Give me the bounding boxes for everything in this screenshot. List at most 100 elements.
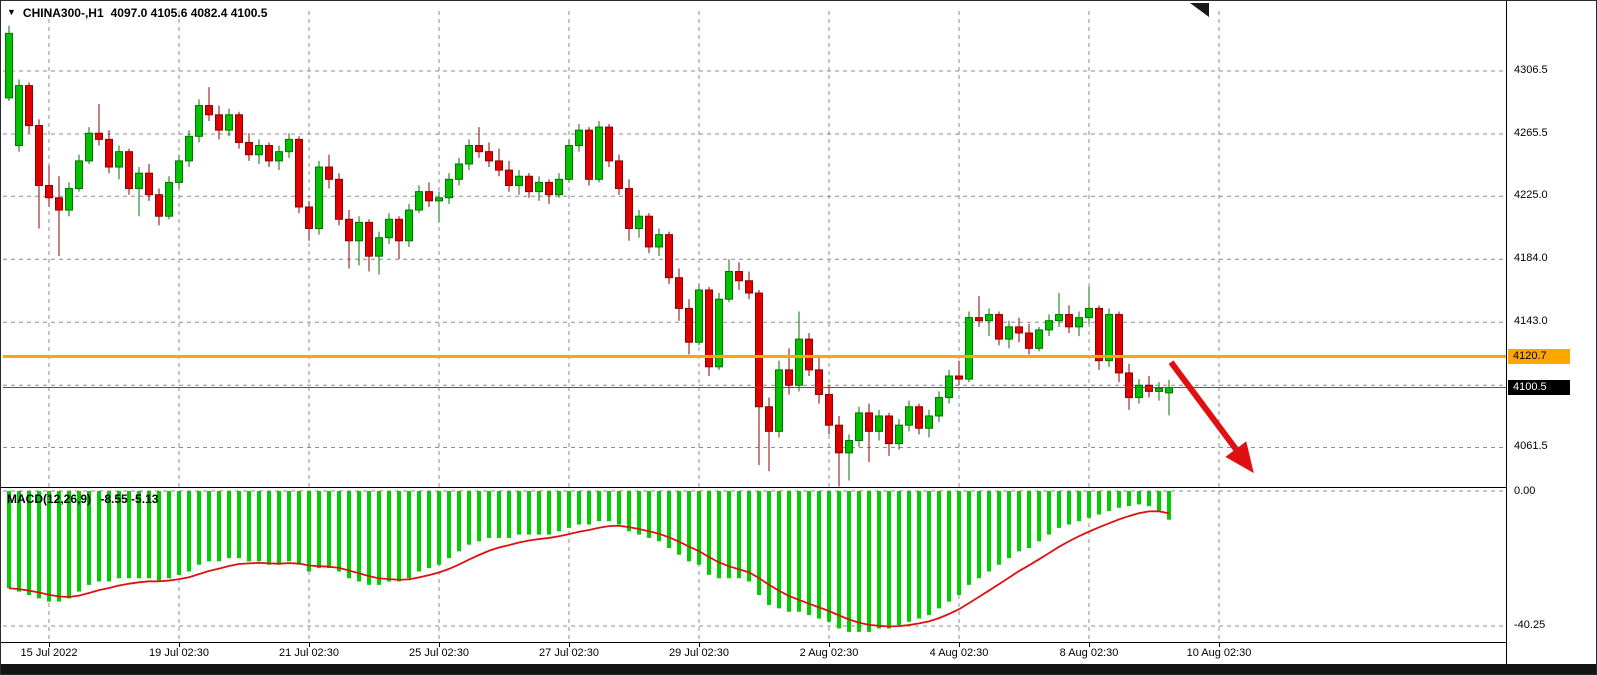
time-axis-tick xyxy=(1089,643,1090,647)
candle-body xyxy=(895,424,903,445)
candle-body xyxy=(755,292,763,408)
candle-body xyxy=(175,160,183,183)
candle-body xyxy=(825,393,833,426)
price-axis-label: 4306.5 xyxy=(1514,64,1548,76)
time-axis-label: 4 Aug 02:30 xyxy=(929,647,989,659)
candle-body xyxy=(645,215,653,248)
candle-body xyxy=(5,32,13,99)
candle-body xyxy=(55,197,63,211)
candle-body xyxy=(1045,320,1053,331)
time-axis-label: 15 Jul 2022 xyxy=(20,647,78,659)
macd-indicator-label: MACD(12,26,9) -8.55 -5.13 xyxy=(7,492,164,506)
trend-arrow-object[interactable] xyxy=(1168,360,1254,474)
candle-body xyxy=(1155,387,1163,392)
candle-body xyxy=(1145,384,1153,392)
current-price-tag: 4100.5 xyxy=(1508,379,1570,395)
candle-body xyxy=(255,145,263,156)
candle-body xyxy=(105,138,113,168)
time-axis-tick xyxy=(49,643,50,647)
price-axis[interactable]: 4306.5 4265.5 4225.0 4184.0 4143.0 4061.5 4120… xyxy=(1507,1,1596,664)
window-bottom-edge xyxy=(1,664,1596,674)
candle-body xyxy=(355,221,363,242)
candle-body xyxy=(415,191,423,211)
candle-body xyxy=(1135,384,1143,399)
candle-body xyxy=(65,188,73,211)
time-axis-tick xyxy=(699,643,700,647)
candle-body xyxy=(505,169,513,186)
candle-body xyxy=(725,271,733,300)
candle-body xyxy=(215,114,223,131)
candle-body xyxy=(875,415,883,432)
candle-body xyxy=(375,237,383,257)
ohlc-values: 4097.0 4105.6 4082.4 4100.5 xyxy=(110,6,268,20)
candle-body xyxy=(1095,307,1103,362)
candle-body xyxy=(585,129,593,180)
candle-body xyxy=(975,317,983,322)
candle-body xyxy=(525,175,533,193)
symbol-header: ▼ CHINA300-,H1 4097.0 4105.6 4082.4 4100… xyxy=(7,6,267,20)
candle-body xyxy=(735,271,743,282)
macd-axis-label: -40.25 xyxy=(1514,618,1546,631)
candle-body xyxy=(1025,332,1033,349)
candle-body xyxy=(715,298,723,368)
time-axis-label: 27 Jul 02:30 xyxy=(539,647,599,659)
candle-body xyxy=(935,397,943,417)
candle-body xyxy=(675,277,683,309)
candle-body xyxy=(45,184,53,199)
candle-body xyxy=(995,314,1003,340)
chart-shift-marker-icon[interactable] xyxy=(1190,3,1209,17)
candle-body xyxy=(605,126,613,162)
candle-body xyxy=(615,160,623,190)
candle-body xyxy=(455,163,463,180)
time-axis-tick xyxy=(959,643,960,647)
candle-body xyxy=(445,178,453,199)
candle-body xyxy=(915,406,923,429)
candle-body xyxy=(785,369,793,386)
macd-indicator-values: -8.55 -5.13 xyxy=(100,492,159,506)
candle-body xyxy=(595,126,603,180)
time-axis-label: 19 Jul 02:30 xyxy=(149,647,209,659)
candle-body xyxy=(945,375,953,399)
candle-body xyxy=(1085,307,1093,319)
candle-body xyxy=(865,412,873,432)
candle-body xyxy=(35,125,43,186)
candle-body xyxy=(1165,387,1173,394)
candle-body xyxy=(1055,314,1063,322)
candle-body xyxy=(275,151,283,162)
time-axis-label: 29 Jul 02:30 xyxy=(669,647,729,659)
macd-signal-line xyxy=(8,510,1170,628)
candle-body xyxy=(1035,329,1043,349)
pane-separator[interactable] xyxy=(1,487,1596,488)
candle-body xyxy=(1065,314,1073,328)
candle-body xyxy=(1075,317,1083,328)
candle-body xyxy=(985,314,993,322)
candle-body xyxy=(545,181,553,196)
candle-body xyxy=(1015,326,1023,334)
time-axis-tick xyxy=(1219,643,1220,647)
candle-body xyxy=(885,415,893,445)
candle-body xyxy=(855,412,863,442)
candlestick-series xyxy=(5,25,1173,487)
candle-body xyxy=(775,369,783,432)
price-axis-label: 4225.0 xyxy=(1514,189,1548,202)
candle-body xyxy=(705,289,713,368)
candle-body xyxy=(685,307,693,343)
candle-body xyxy=(635,215,643,230)
candle-body xyxy=(395,218,403,242)
candle-body xyxy=(365,221,373,257)
candle-body xyxy=(955,375,963,380)
time-axis-label: 25 Jul 02:30 xyxy=(409,647,469,659)
candle-body xyxy=(925,415,933,429)
time-axis-tick xyxy=(309,643,310,647)
candle-body xyxy=(165,181,173,217)
hline-price-tag: 4120.7 xyxy=(1508,348,1570,364)
candle-body xyxy=(565,145,573,180)
price-axis-divider xyxy=(1506,1,1507,664)
candle-body xyxy=(135,172,143,190)
time-axis[interactable]: 15 Jul 2022 19 Jul 02:30 21 Jul 02:30 25 Ju… xyxy=(1,643,1506,664)
chart-canvas[interactable] xyxy=(1,1,1507,643)
candle-body xyxy=(1115,314,1123,374)
candle-body xyxy=(305,206,313,230)
candle-body xyxy=(295,138,303,208)
candle-body xyxy=(695,289,703,343)
